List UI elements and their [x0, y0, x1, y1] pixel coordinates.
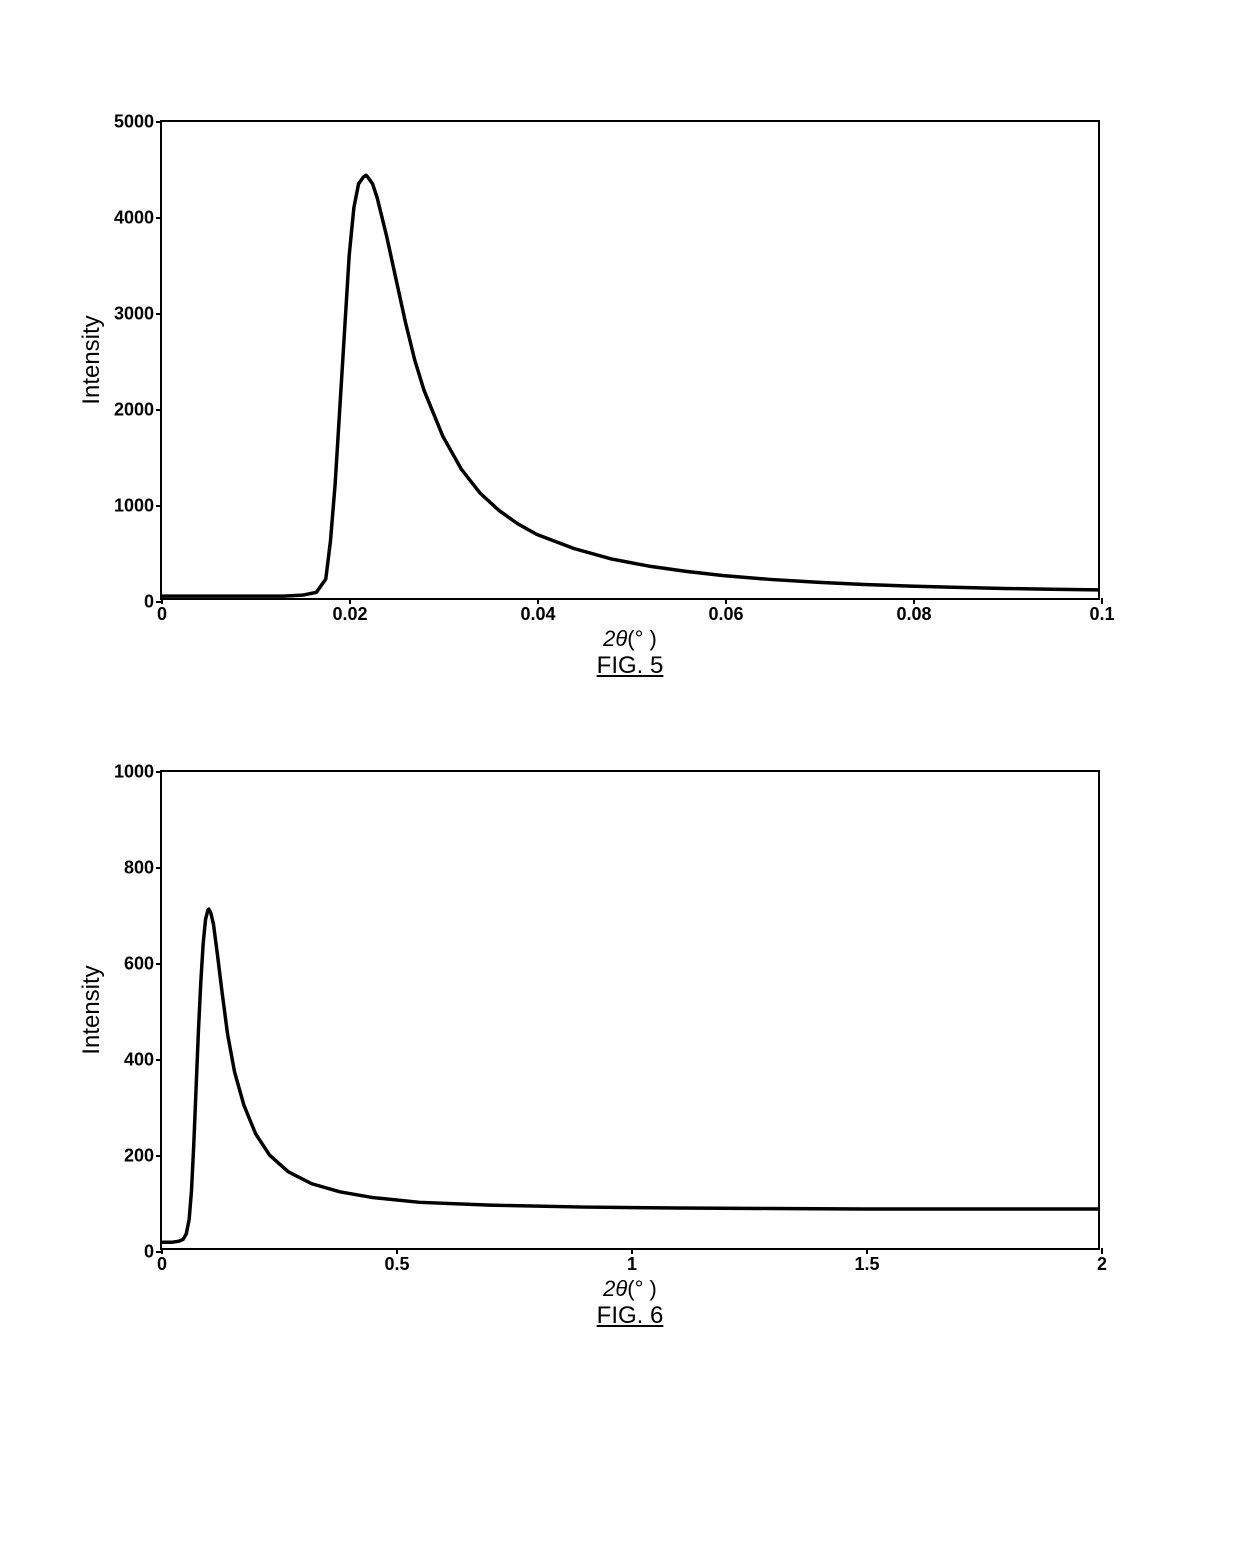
xtick-label: 0.06	[708, 598, 743, 625]
fig6-curve	[162, 772, 1098, 1248]
fig6-chart: 0200400600800100000.511.52Intensity2θ(° …	[160, 770, 1100, 1250]
xtick-label: 0.04	[520, 598, 555, 625]
xtick-label: 1.5	[854, 1248, 879, 1275]
ytick-label: 1000	[114, 762, 162, 783]
fig5-plot-area: 01000200030004000500000.020.040.060.080.…	[160, 120, 1100, 600]
xtick-label: 0.5	[384, 1248, 409, 1275]
ytick-label: 1000	[114, 496, 162, 517]
ytick-label: 200	[124, 1146, 162, 1167]
y-axis-label: Intensity	[78, 315, 106, 404]
xtick-label: 0.08	[896, 598, 931, 625]
xtick-label: 0.02	[332, 598, 367, 625]
figure-title: FIG. 6	[597, 1248, 664, 1330]
ytick-label: 5000	[114, 112, 162, 133]
fig5-chart: 01000200030004000500000.020.040.060.080.…	[160, 120, 1100, 600]
page: 0 1000 2000 3000 4000 5000 0 0.02 0.04 0.06 0.08 0.…	[0, 0, 1240, 1568]
xtick-label: 2	[1097, 1248, 1107, 1275]
y-axis-label: Intensity	[78, 965, 106, 1054]
ytick-label: 400	[124, 1050, 162, 1071]
xtick-label: 0	[157, 598, 167, 625]
ytick-label: 4000	[114, 208, 162, 229]
figure-title: FIG. 5	[597, 598, 664, 680]
ytick-label: 600	[124, 954, 162, 975]
xtick-label: 0	[157, 1248, 167, 1275]
fig5-curve	[162, 122, 1098, 598]
ytick-label: 800	[124, 858, 162, 879]
ytick-label: 3000	[114, 304, 162, 325]
fig6-plot-area: 0200400600800100000.511.52Intensity2θ(° …	[160, 770, 1100, 1250]
ytick-label: 2000	[114, 400, 162, 421]
xtick-label: 0.1	[1089, 598, 1114, 625]
